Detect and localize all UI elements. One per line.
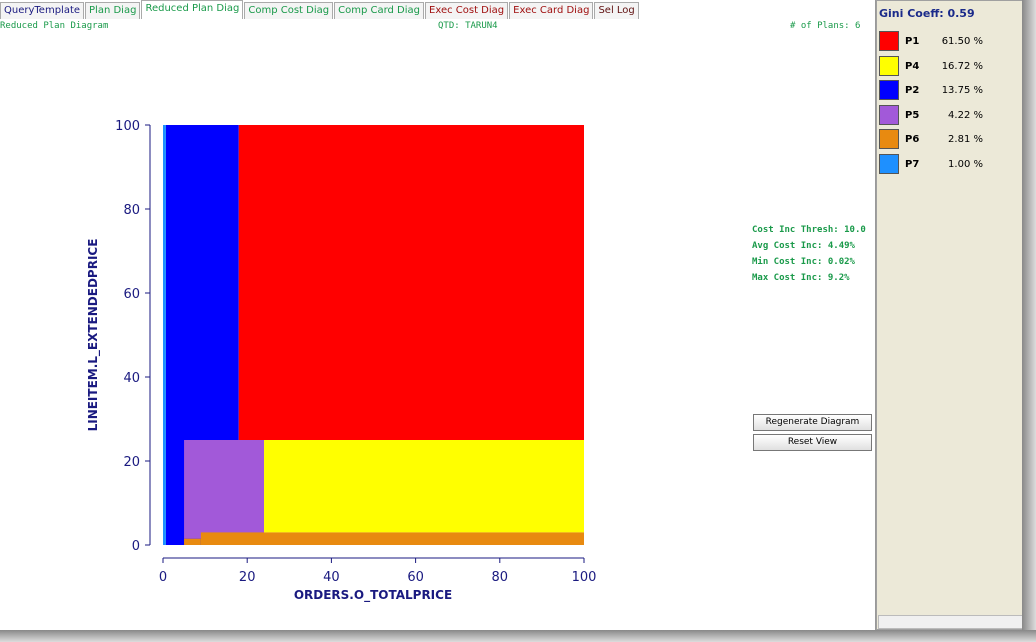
tab-bar: QueryTemplate Plan Diag Reduced Plan Diag C… — [0, 0, 640, 19]
y-tick-label: 60 — [123, 287, 140, 302]
plan-region — [163, 125, 166, 545]
y-axis-label: LINEITEM.L_EXTENDEDPRICE — [86, 239, 101, 432]
legend-swatch — [879, 31, 899, 51]
stat-line: Cost Inc Thresh: 10.0 — [752, 225, 866, 235]
y-tick-label: 0 — [132, 539, 140, 554]
legend-value: 16.72 % — [941, 60, 983, 72]
diagram-name: Reduced Plan Diagram — [0, 21, 109, 31]
x-tick-label: 80 — [492, 570, 509, 585]
main-panel: QueryTemplate Plan Diag Reduced Plan Diag C… — [0, 0, 876, 630]
plan-region — [264, 440, 584, 533]
legend-swatch — [879, 104, 899, 125]
plan-region — [184, 538, 201, 545]
legend-swatch — [879, 129, 899, 150]
legend-label: P5 — [905, 109, 920, 121]
legend-swatch — [879, 154, 899, 174]
legend-item: P2 13.75 % — [879, 80, 1019, 101]
tab[interactable]: Exec Card Diag — [509, 2, 594, 19]
y-tick-label: 40 — [123, 371, 140, 386]
button[interactable]: Regenerate Diagram — [753, 414, 872, 431]
legend-label: P7 — [905, 159, 920, 170]
tab[interactable]: Comp Card Diag — [334, 2, 425, 19]
plan-region — [200, 532, 584, 545]
legend-value: 2.81 % — [948, 134, 983, 146]
legend-label: P2 — [905, 85, 920, 97]
y-tick-label: 20 — [123, 455, 140, 470]
tab[interactable]: Exec Cost Diag — [425, 2, 509, 19]
window-shadow — [1022, 0, 1036, 642]
x-tick-label: 60 — [407, 570, 424, 585]
legend-value: 13.75 % — [941, 85, 983, 97]
query-name: QTD: TARUN4 — [438, 21, 498, 31]
x-axis-label: ORDERS.O_TOTALPRICE — [294, 588, 452, 603]
tab[interactable]: Reduced Plan Diag — [141, 0, 244, 19]
x-tick-label: 20 — [239, 570, 256, 585]
y-tick-label: 100 — [115, 119, 140, 134]
legend-item: P5 4.22 % — [879, 104, 1019, 125]
legend-swatch — [879, 80, 899, 101]
x-tick-label: 40 — [323, 570, 340, 585]
legend-label: P6 — [905, 134, 920, 146]
legend-label: P1 — [905, 36, 920, 47]
scrollbar[interactable] — [878, 615, 1023, 629]
stat-line: Min Cost Inc: 0.02% — [752, 257, 855, 267]
tab[interactable]: Sel Log — [594, 2, 639, 19]
sidebar: Gini Coeff: 0.59 P1 61.50 % P4 16.72 % P2 13.… — [876, 0, 1024, 630]
plan-region — [184, 440, 265, 539]
y-tick-label: 80 — [123, 203, 140, 218]
button[interactable]: Reset View — [753, 434, 872, 451]
stat-line: Avg Cost Inc: 4.49% — [752, 241, 855, 251]
legend-value: 1.00 % — [948, 159, 983, 170]
legend-value: 61.50 % — [941, 36, 983, 47]
tab[interactable]: QueryTemplate — [0, 2, 85, 19]
legend-item: P1 61.50 % — [879, 31, 1019, 51]
stat-line: Max Cost Inc: 9.2% — [752, 273, 850, 283]
x-tick-label: 0 — [159, 570, 167, 585]
gini-coeff: Gini Coeff: 0.59 — [879, 7, 975, 20]
legend-swatch — [879, 55, 899, 76]
plan-diagram: 0 20 40 60 80 100 0 20 40 60 80 100 ORDERS.O_TOTALPR… — [86, 119, 597, 603]
plan-region — [238, 125, 584, 440]
plan-count: # of Plans: 6 — [790, 21, 861, 31]
legend-value: 4.22 % — [948, 109, 983, 121]
legend-item: P4 16.72 % — [879, 55, 1019, 76]
x-tick-label: 100 — [572, 570, 597, 585]
legend-item: P7 1.00 % — [879, 154, 1019, 174]
tab[interactable]: Plan Diag — [85, 2, 141, 19]
legend-label: P4 — [905, 60, 920, 72]
window-shadow — [0, 630, 1036, 642]
tab[interactable]: Comp Cost Diag — [244, 2, 334, 19]
legend-item: P6 2.81 % — [879, 129, 1019, 150]
